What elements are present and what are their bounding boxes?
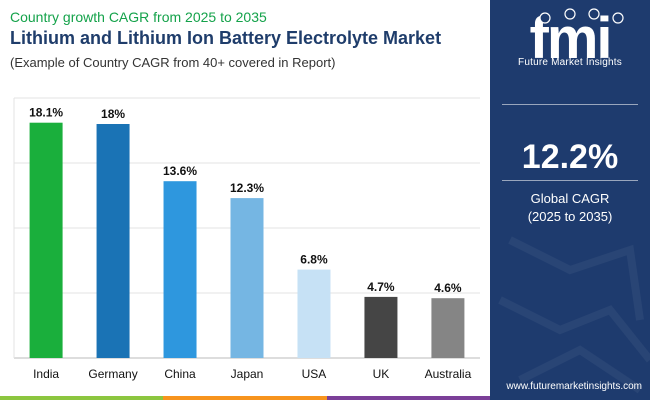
tick-label-china: China [164,367,196,381]
bar-germany [96,124,130,358]
divider-top [502,104,638,105]
bar-usa [297,269,331,358]
website-link[interactable]: www.futuremarketinsights.com [506,381,642,392]
data-label-japan: 12.3% [230,181,264,195]
data-label-china: 13.6% [163,164,197,178]
data-label-australia: 4.6% [434,281,462,295]
global-cagr-label-line2: (2025 to 2035) [527,209,613,224]
bar-china [163,181,197,358]
bar-japan [230,198,264,358]
tick-label-usa: USA [302,367,327,381]
tick-label-india: India [33,367,59,381]
bar-india [29,122,63,358]
data-label-usa: 6.8% [300,253,328,267]
stripe-segment-2 [163,396,327,400]
sidebar-panel: fmi Future Market Insights 12.2% Global … [490,0,650,400]
bar-uk [364,296,398,358]
bar-chart-svg: 18.1% India 18% Germany 13.6% China 12.3% Japan… [13,97,480,381]
chart-subtitle: Country growth CAGR from 2025 to 2035 [10,9,267,25]
chart-note: (Example of Country CAGR from 40+ covere… [10,55,336,70]
fmi-logo: fmi [530,6,624,71]
tick-label-uk: UK [373,367,390,381]
brand-name: Future Market Insights [518,57,622,68]
data-label-germany: 18% [101,107,125,121]
divider-bottom [502,180,638,181]
tick-label-germany: Germany [88,367,137,381]
chart-header: Country growth CAGR from 2025 to 2035 Li… [10,8,490,72]
tick-label-japan: Japan [231,367,264,381]
stripe-segment-3 [326,396,490,400]
bar-chart: 18.1% India 18% Germany 13.6% China 12.3% Japan… [0,90,490,390]
background-pattern [498,236,650,394]
global-cagr-label-line1: Global CAGR [530,191,610,206]
global-cagr-label: Global CAGR (2025 to 2035) [490,190,650,226]
bottom-stripe [0,396,490,400]
tick-label-australia: Australia [425,367,472,381]
bar-australia [431,298,465,358]
global-cagr-value: 12.2% [521,138,619,176]
data-label-india: 18.1% [29,106,63,120]
chart-title: Lithium and Lithium Ion Battery Electrol… [10,28,442,48]
data-label-uk: 4.7% [367,280,395,294]
stripe-segment-1 [0,396,164,400]
